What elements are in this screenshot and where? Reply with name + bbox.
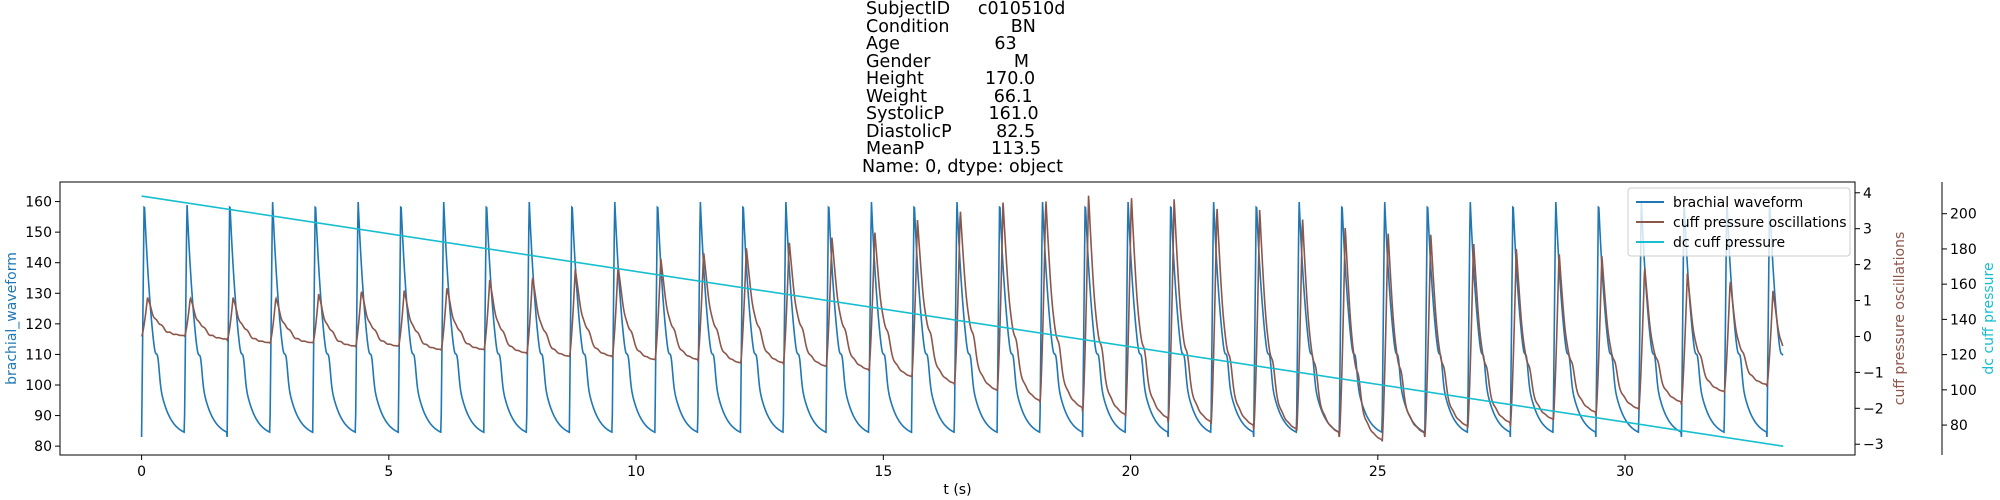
left-tick-label-150: 150: [25, 225, 52, 241]
dc-cuff-pressure-line: [141, 195, 1784, 447]
right1-tick-label--2: −2: [1863, 401, 1884, 417]
right1-tick-label-0: 0: [1863, 329, 1872, 345]
right1-tick-label-4: 4: [1863, 186, 1872, 202]
cuff-pressure-oscillations-line: [140, 195, 1784, 442]
left-tick-label-140: 140: [25, 256, 52, 272]
x-axis-label: t (s): [943, 482, 971, 498]
legend-box: [1627, 187, 1851, 257]
title-line-mean: MeanP 113.5: [866, 139, 1042, 159]
legend-label-2: dc cuff pressure: [1673, 235, 1785, 251]
brachial-waveform-line: [140, 202, 1784, 438]
x-tick-label-30: 30: [1616, 464, 1634, 480]
x-tick-label-25: 25: [1369, 464, 1387, 480]
x-tick-label-5: 5: [384, 464, 393, 480]
title-line-subject-id: SubjectID c010510d: [866, 0, 1066, 19]
legend: brachial waveform cuff pressure oscillati…: [1627, 187, 1851, 257]
title-line-gender: Gender M: [866, 52, 1030, 72]
x-tick-label-10: 10: [627, 464, 645, 480]
title-line-diastolic: DiastolicP 82.5: [866, 122, 1036, 142]
left-tick-label-90: 90: [34, 409, 52, 425]
axes-layer: 0 5 10 15 20 25 30t (s)80901001101201301401501…: [4, 181, 1997, 498]
right1-tick-label-3: 3: [1863, 222, 1872, 238]
right1-tick-label--3: −3: [1863, 437, 1884, 453]
title-line-name-dtype: Name: 0, dtype: object: [862, 157, 1063, 177]
right1-tick-label-1: 1: [1863, 294, 1872, 310]
right1-tick-label--1: −1: [1863, 365, 1884, 381]
right2-tick-label-180: 180: [1950, 242, 1977, 258]
left-tick-label-160: 160: [25, 195, 52, 211]
left-tick-label-120: 120: [25, 317, 52, 333]
left-tick-label-110: 110: [25, 347, 52, 363]
x-tick-label-0: 0: [137, 464, 146, 480]
x-tick-label-20: 20: [1122, 464, 1140, 480]
legend-label-1: cuff pressure oscillations: [1673, 215, 1847, 231]
plot-frame: [59, 181, 1856, 456]
right1-tick-label-2: 2: [1863, 258, 1872, 274]
left-tick-label-80: 80: [34, 439, 52, 455]
title-line-weight: Weight 66.1: [866, 87, 1033, 107]
x-tick-label-15: 15: [874, 464, 892, 480]
series-layer: [140, 195, 1784, 447]
legend-label-0: brachial waveform: [1673, 195, 1803, 211]
left-tick-label-100: 100: [25, 378, 52, 394]
right2-tick-label-200: 200: [1950, 207, 1977, 223]
right1-axis-label: cuff pressure oscillations: [1892, 232, 1908, 406]
title-line-systolic: SystolicP 161.0: [866, 104, 1039, 124]
title-line-height: Height 170.0: [866, 69, 1036, 89]
right2-tick-label-120: 120: [1950, 348, 1977, 364]
left-tick-label-130: 130: [25, 286, 52, 302]
right2-tick-label-160: 160: [1950, 277, 1977, 293]
left-axis-label: brachial_waveform: [4, 252, 20, 385]
right2-tick-label-140: 140: [1950, 312, 1977, 328]
title-line-age: Age 63: [866, 34, 1017, 54]
right2-tick-label-100: 100: [1950, 383, 1977, 399]
right2-axis-label: dc cuff pressure: [1981, 262, 1997, 374]
right2-tick-label-80: 80: [1950, 418, 1968, 434]
title-line-condition: Condition BN: [866, 17, 1036, 37]
